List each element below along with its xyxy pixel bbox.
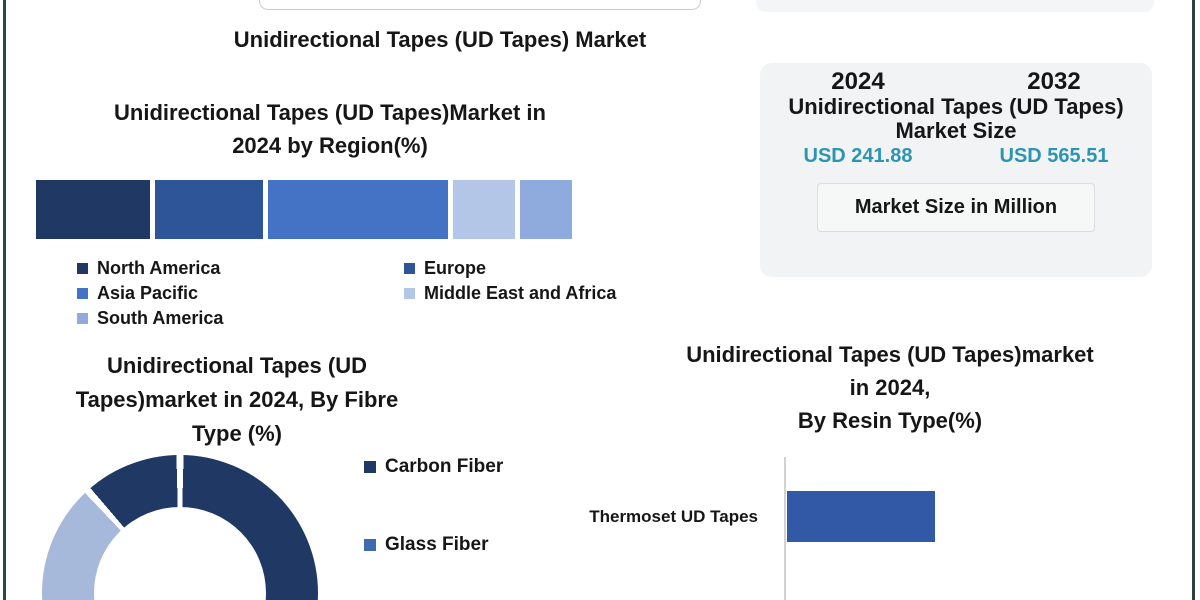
resin-bar bbox=[787, 491, 935, 542]
region-chart-title-line2: 2024 by Region(%) bbox=[232, 133, 428, 158]
market-size-title-line2: Market Size bbox=[895, 118, 1017, 143]
legend-label: Europe bbox=[424, 258, 487, 278]
market-size-value-end: USD 565.51 bbox=[999, 145, 1109, 167]
legend-item-middle-east-and-africa: Middle East and Africa bbox=[404, 281, 616, 306]
legend-swatch-icon bbox=[77, 313, 88, 324]
region-bar-segment-asia-pacific bbox=[267, 180, 449, 239]
market-size-title: Unidirectional Tapes (UD Tapes) Market S… bbox=[760, 95, 1152, 143]
resin-bar-label: Thermoset UD Tapes bbox=[589, 506, 758, 526]
legend-item-south-america: South America bbox=[77, 306, 223, 331]
legend-label: North America bbox=[97, 258, 221, 278]
legend-swatch-icon bbox=[404, 288, 415, 299]
market-size-values-row: USD 241.88 USD 565.51 bbox=[760, 146, 1152, 166]
resin-bar-chart: Thermoset UD Tapes bbox=[520, 491, 935, 542]
region-stacked-bar bbox=[36, 180, 572, 239]
page-title: Unidirectional Tapes (UD Tapes) Market bbox=[233, 27, 647, 52]
resin-bar-row-thermoset-ud-tapes: Thermoset UD Tapes bbox=[520, 491, 935, 542]
resin-chart-title-line1: Unidirectional Tapes (UD Tapes)market bbox=[686, 342, 1094, 367]
market-size-panel: 2024 2032 Unidirectional Tapes (UD Tapes… bbox=[760, 63, 1152, 277]
legend-swatch-icon bbox=[77, 288, 88, 299]
legend-item-europe: Europe bbox=[404, 256, 616, 281]
resin-chart-axis-line bbox=[784, 457, 786, 600]
legend-item-carbon-fiber: Carbon Fiber bbox=[364, 456, 503, 478]
fibre-chart-title-line2: Tapes)market in 2024, By Fibre bbox=[75, 387, 399, 412]
resin-chart-title: Unidirectional Tapes (UD Tapes)market in… bbox=[640, 338, 1140, 437]
region-bar-segment-south-america bbox=[520, 180, 572, 239]
legend-swatch-icon bbox=[404, 263, 415, 274]
market-size-years-row: 2024 2032 bbox=[760, 70, 1152, 94]
resin-chart-title-line2: in 2024, bbox=[849, 375, 931, 400]
region-legend-column-2: Europe Middle East and Africa bbox=[404, 256, 616, 306]
legend-swatch-icon bbox=[364, 461, 376, 473]
right-border-line bbox=[1192, 0, 1195, 600]
market-size-unit-box: Market Size in Million bbox=[817, 183, 1095, 232]
region-bar-segment-north-america bbox=[36, 180, 150, 239]
region-bar-segment-middle-east-and-africa bbox=[453, 180, 516, 239]
fibre-legend: Carbon Fiber Glass Fiber bbox=[364, 456, 503, 556]
left-border-line bbox=[3, 0, 6, 600]
legend-swatch-icon bbox=[364, 539, 376, 551]
legend-item-asia-pacific: Asia Pacific bbox=[77, 281, 223, 306]
legend-label: South America bbox=[97, 308, 224, 328]
region-chart-title: Unidirectional Tapes (UD Tapes)Market in… bbox=[70, 96, 590, 162]
legend-label: Asia Pacific bbox=[97, 283, 199, 303]
region-chart-title-line1: Unidirectional Tapes (UD Tapes)Market in bbox=[114, 100, 546, 125]
market-size-year-end: 2032 bbox=[1027, 68, 1081, 95]
legend-item-glass-fiber: Glass Fiber bbox=[364, 534, 503, 556]
fibre-chart-title-line1: Unidirectional Tapes (UD bbox=[107, 353, 367, 378]
legend-label: Glass Fiber bbox=[385, 534, 489, 555]
resin-chart-title-line3: By Resin Type(%) bbox=[797, 408, 983, 433]
cropped-top-bar-left bbox=[259, 0, 701, 10]
region-legend-column-1: North America Asia Pacific South America bbox=[77, 256, 223, 331]
legend-label: Middle East and Africa bbox=[424, 283, 617, 303]
market-size-unit-label: Market Size in Million bbox=[854, 196, 1058, 218]
legend-item-north-america: North America bbox=[77, 256, 223, 281]
fibre-chart-title: Unidirectional Tapes (UD Tapes)market in… bbox=[37, 349, 437, 451]
fibre-donut-chart bbox=[42, 455, 318, 600]
legend-swatch-icon bbox=[77, 263, 88, 274]
cropped-top-bar-right bbox=[756, 0, 1154, 12]
market-size-value-start: USD 241.88 bbox=[803, 145, 913, 167]
donut-hole bbox=[94, 507, 266, 600]
legend-label: Carbon Fiber bbox=[385, 456, 504, 477]
fibre-chart-title-line3: Type (%) bbox=[191, 421, 283, 446]
market-size-title-line1: Unidirectional Tapes (UD Tapes) bbox=[788, 94, 1124, 119]
market-size-year-start: 2024 bbox=[831, 68, 885, 95]
region-bar-segment-europe bbox=[154, 180, 263, 239]
